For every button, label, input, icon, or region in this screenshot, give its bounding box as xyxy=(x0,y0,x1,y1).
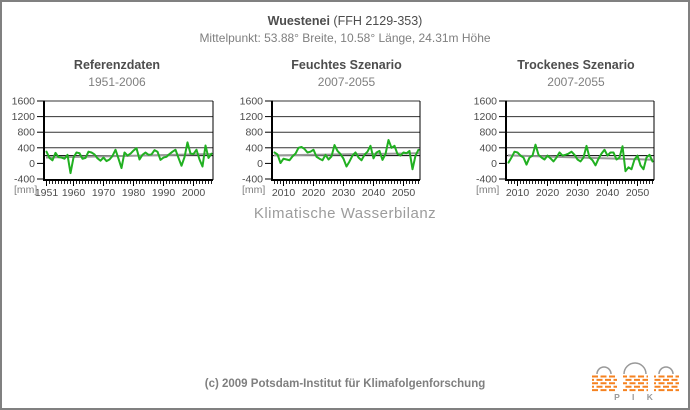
svg-text:800: 800 xyxy=(17,127,35,139)
svg-text:2040: 2040 xyxy=(596,187,620,199)
pik-logo-text: P I K xyxy=(614,392,658,401)
svg-text:1600: 1600 xyxy=(12,97,36,108)
svg-text:2050: 2050 xyxy=(392,187,416,199)
svg-text:2020: 2020 xyxy=(302,187,326,199)
report-title: Wuestenei (FFH 2129-353) xyxy=(2,14,688,28)
svg-text:400: 400 xyxy=(17,142,35,154)
svg-text:-400: -400 xyxy=(14,174,35,186)
svg-text:2040: 2040 xyxy=(362,187,386,199)
svg-text:2030: 2030 xyxy=(566,187,590,199)
svg-text:1200: 1200 xyxy=(240,111,264,123)
svg-text:2010: 2010 xyxy=(506,187,530,199)
svg-text:1960: 1960 xyxy=(62,187,86,199)
copyright-text: (c) 2009 Potsdam-Institut für Klimafolge… xyxy=(204,378,486,390)
svg-text:1951: 1951 xyxy=(35,187,59,199)
chart-caption: Klimatische Wasserbilanz xyxy=(253,205,437,222)
svg-text:[mm]: [mm] xyxy=(242,184,265,196)
svg-text:800: 800 xyxy=(245,127,263,139)
svg-text:-400: -400 xyxy=(242,174,263,186)
chart2-subtitle: 2007-2055 xyxy=(317,75,376,89)
chart1-title: Referenzdaten xyxy=(73,58,161,72)
svg-text:1990: 1990 xyxy=(152,187,176,199)
svg-text:[mm]: [mm] xyxy=(14,184,37,196)
svg-text:0: 0 xyxy=(491,158,497,170)
pik-logo: P I K xyxy=(592,362,679,401)
svg-text:2050: 2050 xyxy=(626,187,650,199)
svg-text:2020: 2020 xyxy=(536,187,560,199)
svg-text:1970: 1970 xyxy=(92,187,116,199)
trockenes-szenario-chart: 1600 1200 800 400 0 -400 2010 2020 2030 2040 2050 [… xyxy=(474,97,655,199)
report-title-name: Wuestenei xyxy=(267,14,330,28)
svg-text:1980: 1980 xyxy=(122,187,146,199)
svg-text:400: 400 xyxy=(245,142,263,154)
svg-text:400: 400 xyxy=(479,142,497,154)
svg-text:-400: -400 xyxy=(476,174,497,186)
chart3-subtitle: 2007-2055 xyxy=(547,75,605,89)
svg-text:2010: 2010 xyxy=(272,187,296,199)
svg-text:800: 800 xyxy=(479,127,497,139)
svg-text:[mm]: [mm] xyxy=(476,184,499,196)
svg-text:1600: 1600 xyxy=(240,97,264,108)
chart1-subtitle: 1951-2006 xyxy=(88,75,146,89)
chart2-title: Feuchtes Szenario xyxy=(291,58,402,72)
svg-text:0: 0 xyxy=(257,158,263,170)
svg-text:2000: 2000 xyxy=(182,187,206,199)
svg-text:2030: 2030 xyxy=(332,187,356,199)
svg-text:1200: 1200 xyxy=(12,111,36,123)
svg-text:1200: 1200 xyxy=(474,111,498,123)
feuchtes-szenario-chart: 1600 1200 800 400 0 -400 2010 2020 2030 2040 2050 [… xyxy=(240,97,421,199)
svg-text:1600: 1600 xyxy=(474,97,498,108)
chart3-title: Trockenes Szenario xyxy=(517,58,635,72)
svg-text:0: 0 xyxy=(29,158,35,170)
report-title-code: (FFH 2129-353) xyxy=(329,14,423,28)
report-subtitle: Mittelpunkt: 53.88° Breite, 10.58° Länge… xyxy=(199,31,491,45)
